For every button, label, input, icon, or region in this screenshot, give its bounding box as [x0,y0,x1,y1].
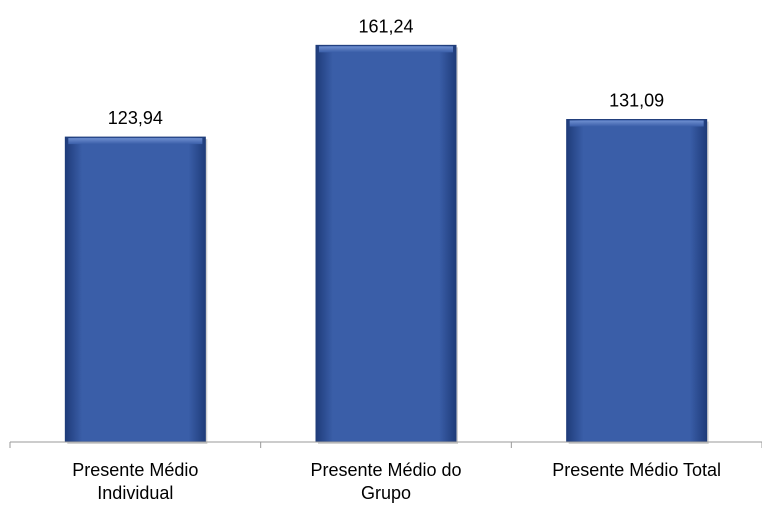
category-label-line: Individual [97,483,173,503]
data-label: 161,24 [358,16,413,36]
bar-body [315,44,457,443]
bars-layer [64,44,709,444]
category-label-line: Grupo [361,483,411,503]
category-label: Presente Médio do Grupo [310,460,461,503]
bar [566,119,709,444]
category-label: Presente Médio Individual [72,460,198,503]
bar-body [64,136,206,443]
category-label-line: Presente Médio [72,460,198,480]
bar-body [566,119,708,443]
bar [315,44,458,444]
data-label: 123,94 [108,108,163,128]
bar-bevel [569,120,704,127]
x-axis [9,441,762,448]
category-labels-layer: Presente Médio Individual Presente Médio d… [72,460,721,503]
data-labels-layer: 123,94 161,24 131,09 [108,16,664,128]
category-label-line: Presente Médio Total [552,460,721,480]
category-label-line: Presente Médio do [310,460,461,480]
bar-bevel [319,46,453,53]
bar [64,136,208,444]
data-label: 131,09 [609,91,664,111]
category-label: Presente Médio Total [552,460,721,480]
bar-bevel [68,138,203,145]
